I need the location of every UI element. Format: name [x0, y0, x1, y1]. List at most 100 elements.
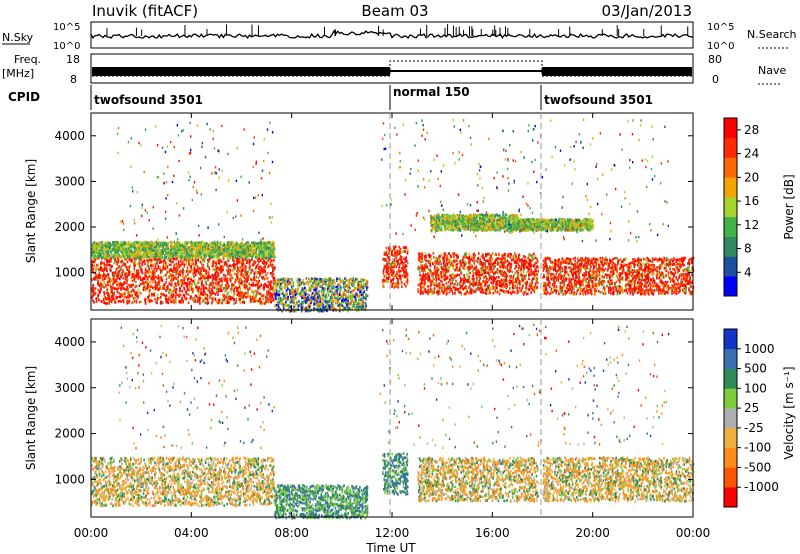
- scatter-cell: [91, 290, 94, 293]
- nave-label: Nave: [758, 64, 786, 77]
- scatter-cell: [198, 286, 201, 289]
- scatter-cell: [103, 242, 105, 246]
- scatter-cell: [199, 294, 201, 297]
- scatter-cell: [337, 298, 340, 301]
- scatter-cell: [245, 256, 248, 259]
- scatter-cell: [200, 240, 203, 244]
- scatter-cell: [197, 245, 199, 248]
- scatter-cell: [254, 244, 257, 247]
- scatter-cell: [242, 251, 245, 254]
- scatter-cell: [276, 287, 278, 290]
- scatter-cell: [123, 251, 125, 255]
- scatter-cell: [339, 284, 341, 288]
- scatter-cell: [92, 299, 94, 302]
- scatter-cell: [159, 300, 162, 303]
- scatter-cell: [240, 272, 243, 275]
- scatter-cell: [194, 264, 196, 268]
- scatter-cell: [116, 290, 119, 294]
- scatter-cell: [272, 292, 275, 296]
- scatter-cell: [280, 284, 283, 288]
- scatter-cell: [197, 258, 199, 262]
- scatter-cell: [233, 288, 235, 292]
- scatter-cell: [396, 274, 399, 278]
- scatter-cell: [154, 286, 157, 289]
- scatter-cell: [127, 293, 129, 296]
- scatter-cell: [162, 283, 165, 286]
- scatter-cell: [138, 249, 141, 252]
- scatter-cell: [181, 289, 183, 293]
- scatter-cell: [331, 294, 333, 297]
- scatter-cell: [346, 305, 348, 308]
- scatter-cell: [264, 254, 267, 257]
- scatter-cell: [200, 287, 203, 290]
- scatter-cell: [319, 307, 321, 311]
- scatter-cell: [148, 274, 151, 278]
- scatter-cell: [280, 299, 283, 302]
- scatter-cell: [185, 298, 187, 301]
- scatter-cell: [360, 282, 362, 285]
- scatter-cell: [405, 285, 407, 288]
- scatter-cell: [263, 249, 266, 253]
- scatter-cell: [175, 272, 177, 275]
- scatter-cell: [177, 279, 179, 282]
- scatter-cell: [218, 280, 221, 284]
- scatter-cell: [101, 251, 104, 254]
- scatter-cell: [125, 265, 127, 268]
- scatter-cell: [270, 255, 272, 258]
- scatter-cell: [102, 285, 104, 288]
- scatter-cell: [137, 295, 140, 298]
- scatter-cell: [244, 270, 246, 274]
- scatter-cell: [392, 274, 394, 277]
- scatter-cell: [199, 254, 202, 258]
- scatter-cell: [319, 296, 321, 299]
- scatter-cell: [172, 270, 174, 273]
- scatter-cell: [268, 292, 270, 295]
- scatter-cell: [179, 254, 182, 258]
- scatter-cell: [404, 250, 406, 253]
- scatter-cell: [166, 265, 168, 268]
- scatter-cell: [266, 301, 269, 304]
- scatter-cell: [204, 301, 206, 305]
- scatter-cell: [229, 295, 232, 299]
- scatter-cell: [316, 293, 319, 297]
- scatter-cell: [193, 279, 196, 282]
- scatter-cell: [274, 255, 276, 259]
- scatter-cell: [112, 279, 115, 283]
- scatter-cell: [252, 250, 255, 253]
- scatter-cell: [114, 244, 116, 247]
- scatter-cell: [114, 254, 116, 257]
- scatter-cell: [390, 262, 392, 266]
- scatter-cell: [161, 287, 163, 290]
- scatter-cell: [267, 241, 270, 244]
- scatter-cell: [236, 275, 238, 278]
- scatter-cell: [229, 258, 231, 261]
- scatter-cell: [220, 268, 223, 272]
- scatter-cell: [207, 271, 210, 274]
- scatter-cell: [145, 253, 148, 256]
- scatter-cell: [134, 256, 137, 259]
- scatter-cell: [270, 285, 272, 288]
- scatter-cell: [125, 296, 128, 299]
- scatter-cell: [308, 293, 310, 297]
- scatter-cell: [132, 296, 135, 300]
- scatter-cell: [406, 272, 409, 276]
- scatter-cell: [190, 276, 192, 279]
- scatter-cell: [284, 293, 287, 296]
- scatter-cell: [228, 264, 231, 267]
- scatter-cell: [232, 253, 234, 256]
- scatter-cell: [148, 247, 151, 251]
- scatter-cell: [257, 276, 260, 280]
- scatter-cell: [141, 244, 143, 247]
- scatter-cell: [238, 294, 241, 297]
- scatter-cell: [149, 247, 152, 250]
- scatter-cell: [211, 249, 214, 252]
- scatter-cell: [101, 267, 103, 271]
- scatter-cell: [154, 245, 157, 249]
- scatter-cell: [193, 248, 195, 251]
- scatter-cell: [173, 246, 176, 250]
- scatter-cell: [204, 273, 206, 276]
- freq-tick-top: 18: [66, 53, 80, 66]
- scatter-cell: [279, 288, 281, 292]
- scatter-cell: [186, 266, 189, 270]
- scatter-cell: [257, 287, 259, 291]
